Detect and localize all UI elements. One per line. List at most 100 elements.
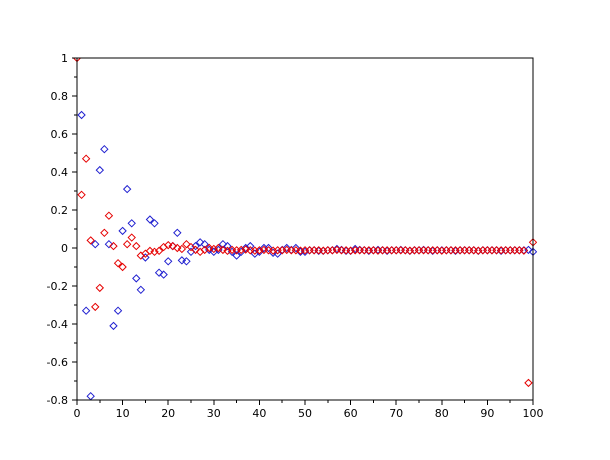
x-axis-tick-label: 70	[389, 407, 403, 420]
red-series-marker	[154, 246, 164, 256]
red-series-marker	[460, 246, 469, 255]
red-series-marker	[177, 244, 187, 254]
axis-box	[76, 57, 534, 401]
blue-series-marker	[163, 257, 173, 266]
red-series-marker	[122, 239, 132, 249]
blue-series-marker	[109, 321, 118, 331]
y-axis-tick-label: -0.6	[47, 356, 68, 369]
blue-series-marker	[177, 256, 187, 265]
blue-series-marker	[483, 246, 492, 255]
red-series-marker	[186, 242, 196, 252]
y-axis-tick-label: -0.8	[47, 394, 68, 407]
y-axis-tick-label: 0.2	[51, 204, 69, 217]
x-axis-tick-label: 50	[298, 407, 312, 420]
y-axis-tick-label: -0.4	[47, 318, 68, 331]
red-series-marker	[191, 245, 200, 255]
x-axis-tick-label: 30	[207, 407, 221, 420]
blue-series-marker	[200, 239, 209, 249]
blue-series-marker	[182, 257, 191, 266]
blue-series-marker	[145, 215, 155, 224]
y-axis-tick-label: -0.2	[47, 280, 68, 293]
blue-series-marker	[332, 244, 342, 254]
red-series-marker	[205, 243, 214, 253]
blue-series-marker	[86, 391, 95, 401]
blue-series-marker	[95, 165, 105, 175]
blue-series-marker	[223, 241, 232, 251]
blue-series-marker	[264, 243, 273, 253]
red-series-marker	[127, 233, 136, 242]
red-series-marker	[100, 228, 109, 238]
blue-series-marker	[291, 243, 301, 253]
x-axis-tick-label: 80	[435, 407, 449, 420]
red-series-marker	[109, 241, 118, 251]
blue-series-marker	[150, 219, 159, 228]
data-points-layer	[73, 58, 537, 401]
blue-series-marker	[127, 219, 136, 228]
blue-series-marker	[104, 239, 114, 249]
red-series-marker	[209, 244, 219, 254]
red-series-marker	[132, 241, 141, 251]
y-axis-tick-label: 0.6	[51, 128, 69, 141]
red-series-marker	[81, 154, 91, 163]
red-series-marker	[95, 283, 105, 293]
y-axis-tick-label: 0	[61, 242, 68, 255]
blue-series-marker	[195, 238, 205, 247]
blue-series-marker	[505, 246, 515, 255]
red-series-marker	[77, 190, 86, 200]
red-series-marker	[173, 243, 182, 253]
blue-series-marker	[113, 306, 123, 315]
blue-series-marker	[282, 243, 291, 253]
x-axis-tick-label: 40	[252, 407, 266, 420]
blue-series-marker	[118, 226, 127, 236]
blue-series-marker	[464, 246, 474, 255]
blue-series-marker	[510, 246, 519, 255]
blue-series-marker	[159, 270, 168, 279]
blue-series-marker	[191, 241, 200, 251]
red-series-marker	[91, 302, 100, 312]
x-axis-tick-label: 0	[74, 407, 81, 420]
red-series-marker	[113, 258, 123, 268]
blue-series-marker	[218, 239, 228, 249]
x-axis-tick-label: 90	[480, 407, 494, 420]
red-series-marker	[519, 246, 529, 255]
red-series-marker	[86, 236, 95, 245]
blue-series-marker	[136, 285, 146, 295]
blue-series-marker	[487, 246, 497, 255]
red-series-marker	[510, 246, 519, 255]
blue-series-marker	[81, 306, 91, 315]
red-series-marker	[168, 241, 177, 251]
red-series-marker	[487, 246, 497, 255]
blue-series-marker	[460, 246, 469, 255]
red-series-marker	[464, 246, 474, 255]
red-series-marker	[505, 246, 515, 255]
blue-series-marker	[246, 241, 255, 251]
x-axis-tick-label: 10	[116, 407, 130, 420]
red-series-marker	[223, 246, 232, 256]
blue-series-marker	[350, 244, 360, 254]
y-axis-tick-label: 0.8	[51, 90, 69, 103]
blue-series-marker	[91, 239, 100, 249]
y-axis-tick-label: 1	[61, 52, 68, 65]
x-axis-tick-label: 100	[523, 407, 544, 420]
y-axis-tick-label: 0.4	[51, 166, 69, 179]
x-axis-tick-label: 20	[161, 407, 175, 420]
blue-series-marker	[173, 228, 182, 238]
red-series-marker	[218, 245, 228, 255]
blue-series-marker	[232, 251, 241, 260]
red-series-marker	[182, 239, 191, 249]
blue-series-marker	[122, 184, 132, 194]
blue-series-marker	[100, 144, 109, 154]
x-axis-tick-label: 60	[344, 407, 358, 420]
red-series-marker	[524, 378, 533, 388]
red-series-marker	[214, 243, 223, 253]
blue-series-marker	[132, 274, 141, 283]
red-series-marker	[104, 211, 114, 220]
red-series-marker	[483, 246, 492, 255]
red-series-marker	[145, 246, 155, 256]
red-series-marker	[118, 262, 127, 272]
red-series-marker	[163, 240, 173, 250]
blue-series-marker	[154, 268, 164, 277]
blue-series-marker	[77, 110, 86, 120]
